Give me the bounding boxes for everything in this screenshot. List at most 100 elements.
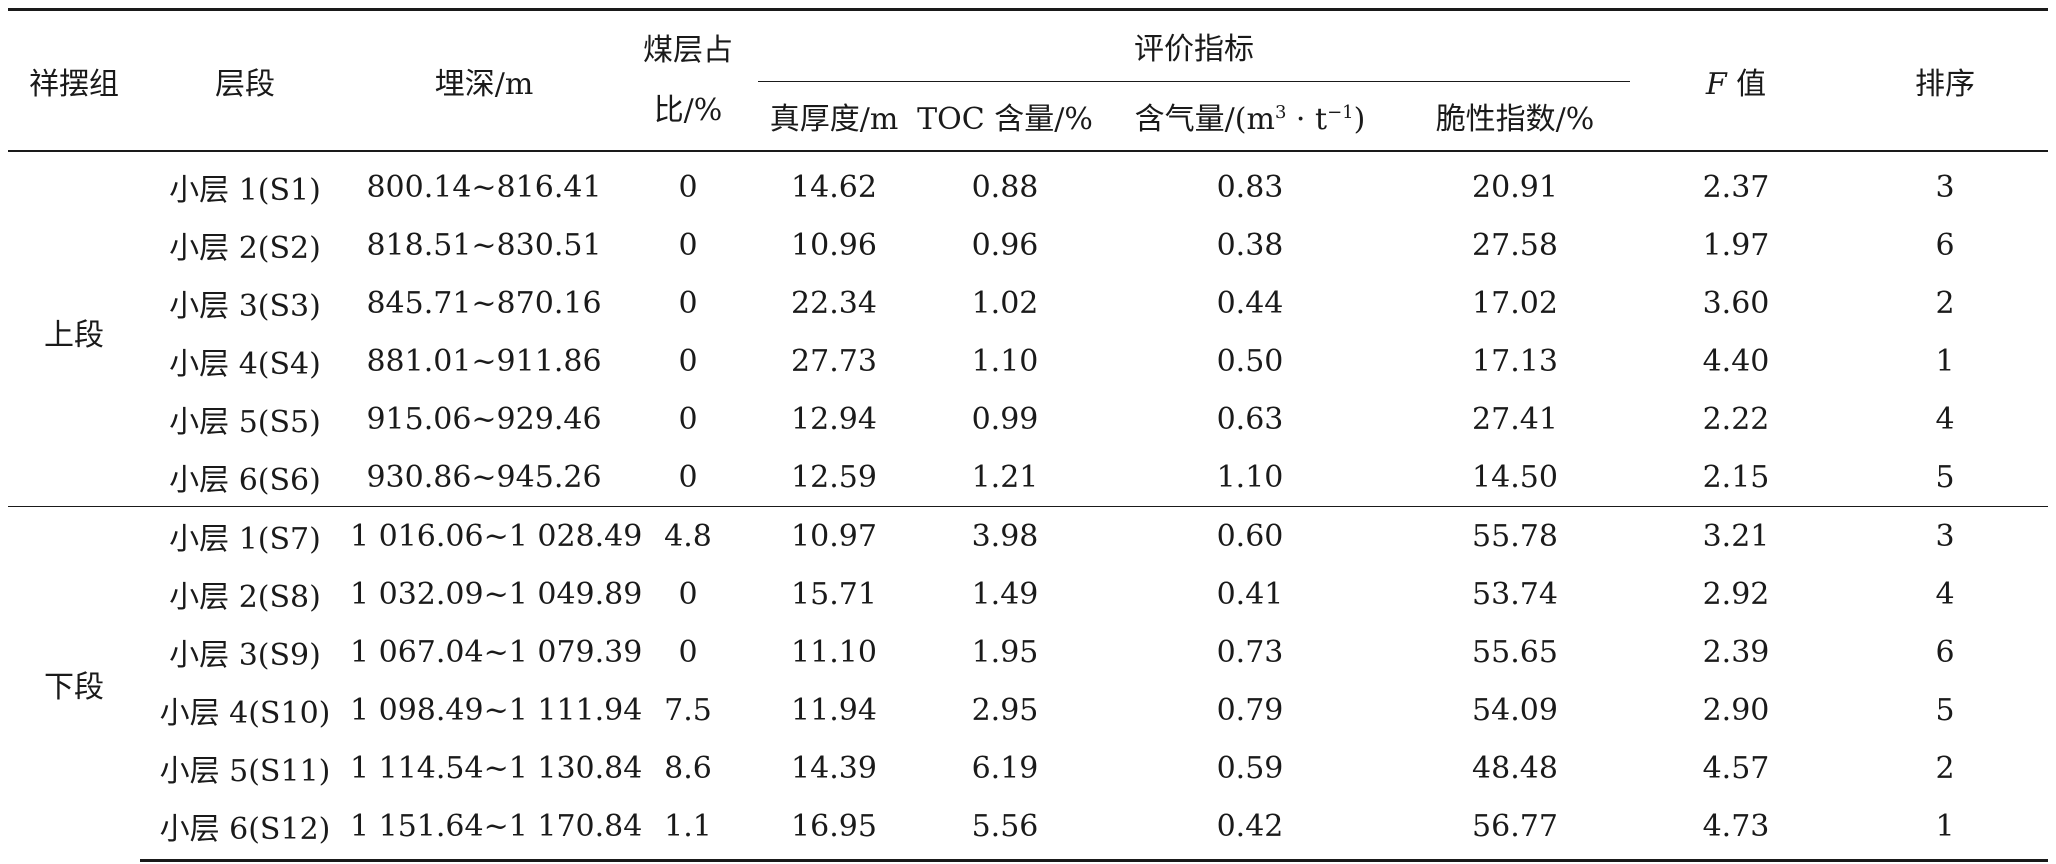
header-gas-suffix: ) — [1353, 102, 1366, 137]
cell-gas: 0.73 — [1216, 634, 1284, 670]
cell-coal-ratio: 7.5 — [664, 692, 712, 728]
header-row-1: 祥摆组 层段 埋深/m 煤层占 比/% 评价指标 F 值 排序 — [8, 8, 2048, 152]
cell-brittle: 17.13 — [1472, 343, 1558, 379]
header-gas: 含气量/(m3 · t−1) — [1100, 81, 1400, 152]
cell-coal-ratio: 1.1 — [618, 797, 758, 862]
cell-gas: 0.63 — [1216, 401, 1284, 437]
cell-toc: 5.56 — [910, 797, 1100, 862]
table-row: 小层 3(S9) 1 067.04~1 079.39 0 11.10 1.95 0.73 5… — [8, 623, 2048, 681]
cell-gas: 0.83 — [1216, 169, 1284, 205]
cell-layer: 小层 2(S8) — [169, 580, 321, 615]
header-indicators: 评价指标 — [758, 8, 1630, 82]
cell-coal-ratio: 0 — [678, 634, 698, 670]
table-row: 小层 2(S2) 818.51~830.51 0 10.96 0.96 0.38 27.58… — [8, 216, 2048, 274]
table-row: 小层 4(S10) 1 098.49~1 111.94 7.5 11.94 2.95 0.… — [8, 681, 2048, 739]
cell-depth: 1 032.09~1 049.89 — [350, 576, 643, 612]
cell-f-value: 2.22 — [1702, 401, 1770, 437]
cell-brittle: 27.58 — [1472, 227, 1558, 263]
cell-gas: 0.41 — [1216, 576, 1284, 612]
cell-gas: 0.44 — [1216, 285, 1284, 321]
cell-depth: 915.06~929.46 — [366, 401, 602, 437]
cell-gas: 0.60 — [1100, 506, 1400, 565]
cell-f-value: 3.21 — [1630, 506, 1842, 565]
cell-gas: 0.42 — [1100, 797, 1400, 862]
cell-rank: 5 — [1935, 459, 1955, 495]
header-gas-mid: · t — [1286, 102, 1328, 137]
header-group: 祥摆组 — [8, 8, 140, 152]
cell-toc: 2.95 — [971, 692, 1039, 728]
cell-rank: 6 — [1935, 634, 1955, 670]
cell-layer: 小层 6(S12) — [140, 797, 350, 862]
cell-depth: 1 016.06~1 028.49 — [350, 506, 642, 565]
cell-gas: 0.50 — [1216, 343, 1284, 379]
cell-coal-ratio: 0 — [678, 576, 698, 612]
cell-brittle: 54.09 — [1472, 692, 1558, 728]
cell-layer: 小层 3(S3) — [169, 289, 321, 324]
cell-group: 下段 — [8, 506, 140, 861]
table-row: 小层 2(S8) 1 032.09~1 049.89 0 15.71 1.49 0.41 5… — [8, 565, 2048, 623]
header-brittle: 脆性指数/% — [1400, 81, 1630, 152]
cell-coal-ratio: 0 — [678, 459, 698, 495]
cell-depth: 1 151.64~1 170.84 — [350, 797, 642, 862]
cell-toc: 1.21 — [971, 459, 1039, 495]
cell-coal-ratio: 0 — [678, 343, 698, 379]
cell-brittle: 55.65 — [1472, 634, 1558, 670]
table-row: 下段 小层 1(S7) 1 016.06~1 028.49 4.8 10.97 3.98 0… — [8, 506, 2048, 861]
cell-f-value: 2.37 — [1702, 169, 1770, 205]
header-gas-sup1: 3 — [1274, 102, 1287, 123]
cell-coal-ratio: 8.6 — [664, 750, 712, 786]
cell-group: 上段 — [44, 318, 104, 353]
cell-layer: 小层 3(S9) — [169, 638, 321, 673]
cell-brittle: 14.50 — [1472, 459, 1558, 495]
cell-depth: 930.86~945.26 — [366, 459, 602, 495]
cell-thickness: 10.97 — [758, 506, 910, 565]
cell-f-value: 4.73 — [1630, 797, 1842, 862]
cell-rank: 5 — [1935, 692, 1955, 728]
group-upper: 上段 小层 1(S1) 800.14~816.41 0 14.62 0.88 0.83 20.… — [8, 151, 2048, 507]
cell-f-value: 2.15 — [1702, 459, 1770, 495]
table-row: 小层 6(S6) 930.86~945.26 0 12.59 1.21 1.10 14.50… — [8, 448, 2048, 507]
header-gas-sup2: −1 — [1327, 102, 1354, 123]
cell-depth: 800.14~816.41 — [366, 169, 602, 205]
cell-coal-ratio: 0 — [678, 227, 698, 263]
cell-gas: 0.38 — [1216, 227, 1284, 263]
cell-brittle: 56.77 — [1400, 797, 1630, 862]
cell-layer: 小层 5(S5) — [169, 405, 321, 440]
cell-layer: 小层 6(S6) — [169, 463, 321, 498]
cell-depth: 881.01~911.86 — [366, 343, 602, 379]
cell-brittle: 20.91 — [1472, 169, 1558, 205]
header-f-suffix: 值 — [1726, 66, 1767, 102]
cell-toc: 1.49 — [971, 576, 1039, 612]
cell-coal-ratio: 0 — [678, 169, 698, 205]
cell-layer: 小层 5(S11) — [159, 754, 331, 789]
cell-brittle: 48.48 — [1472, 750, 1558, 786]
cell-depth: 818.51~830.51 — [366, 227, 602, 263]
cell-rank: 1 — [1842, 797, 2048, 862]
cell-gas: 0.79 — [1216, 692, 1284, 728]
header-toc: TOC 含量/% — [910, 81, 1100, 152]
cell-toc: 1.95 — [971, 634, 1039, 670]
cell-toc: 1.02 — [971, 285, 1039, 321]
cell-thickness: 12.94 — [791, 401, 877, 437]
cell-thickness: 10.96 — [791, 227, 877, 263]
cell-f-value: 4.57 — [1702, 750, 1770, 786]
cell-gas: 0.59 — [1216, 750, 1284, 786]
cell-thickness: 14.62 — [791, 169, 877, 205]
table-row: 小层 5(S5) 915.06~929.46 0 12.94 0.99 0.63 27.41… — [8, 390, 2048, 448]
cell-f-value: 2.92 — [1702, 576, 1770, 612]
cell-f-value: 3.60 — [1702, 285, 1770, 321]
header-f-letter: F — [1705, 66, 1727, 102]
header-thickness: 真厚度/m — [758, 81, 910, 152]
cell-rank: 4 — [1935, 401, 1955, 437]
cell-coal-ratio: 4.8 — [618, 506, 758, 565]
cell-rank: 2 — [1935, 285, 1955, 321]
table-row: 小层 6(S12) 1 151.64~1 170.84 1.1 16.95 5.56 0.… — [8, 797, 2048, 862]
cell-f-value: 2.39 — [1702, 634, 1770, 670]
cell-rank: 3 — [1935, 169, 1955, 205]
table-row: 上段 小层 1(S1) 800.14~816.41 0 14.62 0.88 0.83 20.… — [8, 151, 2048, 354]
cell-thickness: 14.39 — [791, 750, 877, 786]
cell-depth: 1 067.04~1 079.39 — [350, 634, 643, 670]
cell-toc: 0.99 — [971, 401, 1039, 437]
cell-layer: 小层 1(S7) — [140, 506, 350, 565]
